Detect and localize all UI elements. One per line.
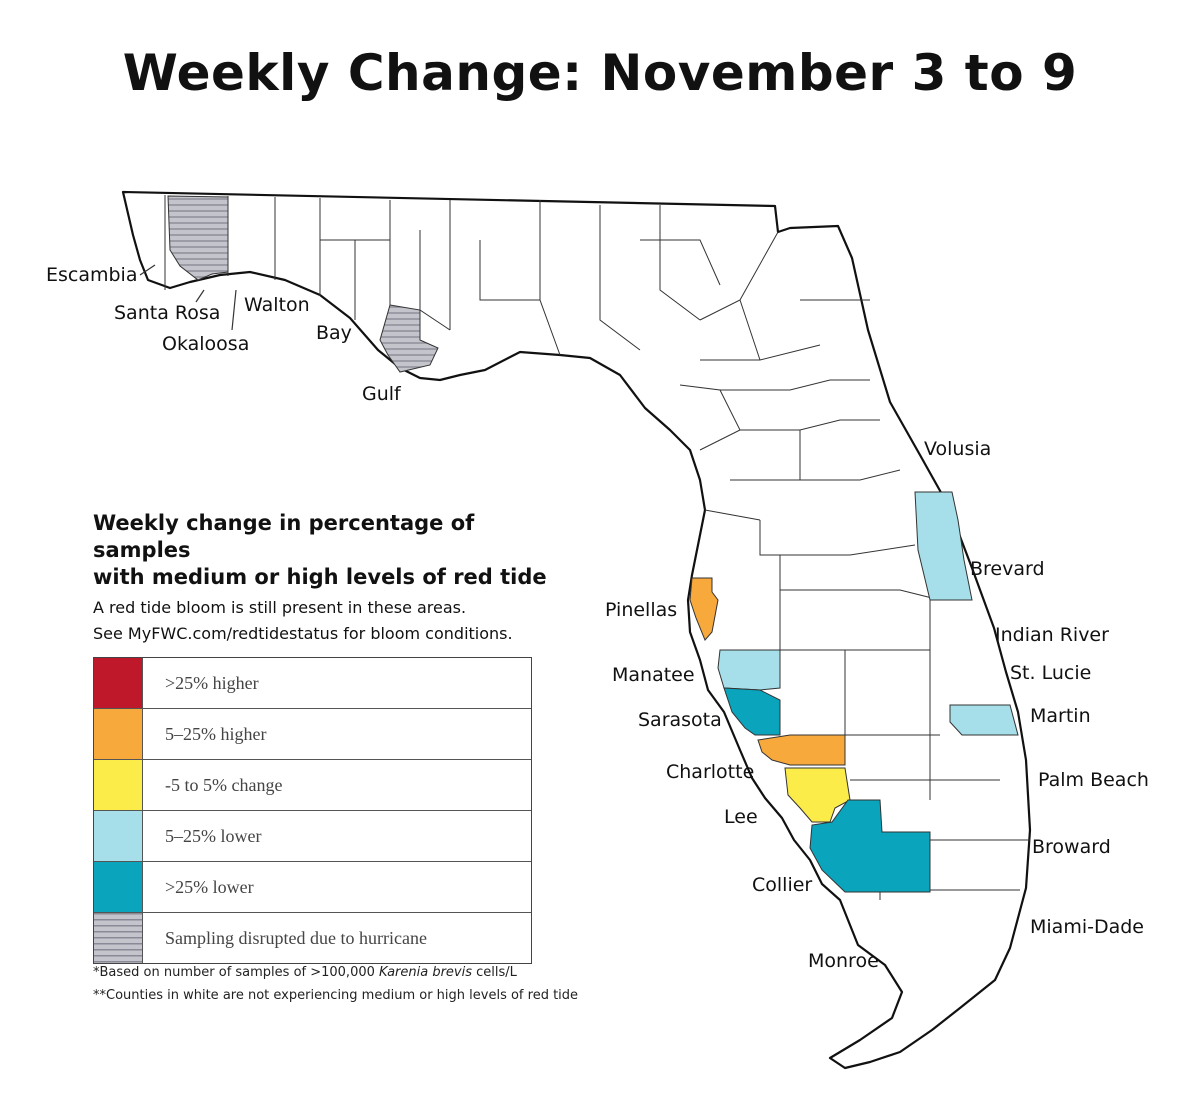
county-label-st-lucie: St. Lucie	[1010, 662, 1092, 684]
county-label-charlotte: Charlotte	[666, 761, 755, 783]
county-label-collier: Collier	[752, 874, 813, 896]
county-label-broward: Broward	[1032, 836, 1111, 858]
county-label-pinellas: Pinellas	[605, 599, 678, 621]
sarasota-county-area	[723, 687, 781, 736]
legend-swatch-striped	[94, 913, 143, 963]
footnote-2: **Counties in white are not experiencing…	[93, 988, 579, 1003]
legend-label: 5–25% lower	[165, 826, 262, 846]
county-label-escambia: Escambia	[46, 264, 138, 286]
legend-label: >25% lower	[165, 877, 254, 897]
county-label-manatee: Manatee	[612, 664, 695, 686]
charlotte-county-area	[757, 734, 846, 766]
legend-row: 5–25% higher	[94, 709, 531, 760]
okaloosa-county-area	[167, 195, 229, 281]
legend-swatch-light-blue	[94, 811, 143, 861]
legend: Weekly change in percentage of samples w…	[93, 510, 573, 964]
brevard-county-area	[914, 491, 973, 601]
martin-county-area	[949, 704, 1019, 736]
county-label-okaloosa: Okaloosa	[162, 333, 250, 355]
legend-table: >25% higher 5–25% higher -5 to 5% change…	[93, 657, 532, 964]
gulf-county-area	[379, 304, 439, 373]
collier-county-area	[809, 799, 931, 893]
legend-label: >25% higher	[165, 673, 259, 693]
legend-subtitle-line1: A red tide bloom is still present in the…	[93, 598, 467, 617]
legend-swatch-yellow	[94, 760, 143, 810]
county-label-palm-beach: Palm Beach	[1038, 769, 1149, 791]
legend-row: >25% higher	[94, 658, 531, 709]
legend-swatch-teal	[94, 862, 143, 912]
pinellas-county-area	[689, 577, 719, 641]
county-label-lee: Lee	[724, 806, 758, 828]
legend-label: 5–25% higher	[165, 724, 267, 744]
county-label-monroe: Monroe	[808, 950, 879, 972]
legend-subtitle: A red tide bloom is still present in the…	[93, 595, 573, 647]
county-label-volusia: Volusia	[924, 438, 992, 460]
footnote-1-suffix: cells/L	[472, 965, 517, 980]
legend-row: -5 to 5% change	[94, 760, 531, 811]
county-label-miami-dade: Miami-Dade	[1030, 916, 1144, 938]
map-title: Weekly Change: November 3 to 9	[122, 44, 1078, 102]
legend-heading-line1: Weekly change in percentage of samples	[93, 511, 475, 562]
legend-row: 5–25% lower	[94, 811, 531, 862]
legend-row: Sampling disrupted due to hurricane	[94, 913, 531, 963]
footnote-1-prefix: *Based on number of samples of >100,000	[93, 965, 380, 980]
footnote-1-species: Karenia brevis	[379, 965, 473, 980]
county-label-walton: Walton	[244, 294, 310, 316]
footnote-1: *Based on number of samples of >100,000 …	[93, 965, 517, 980]
county-label-martin: Martin	[1030, 705, 1091, 727]
legend-label: -5 to 5% change	[165, 775, 283, 795]
county-label-bay: Bay	[316, 322, 352, 344]
county-label-sarasota: Sarasota	[638, 709, 722, 731]
county-label-gulf: Gulf	[362, 383, 401, 405]
legend-heading-line2: with medium or high levels of red tide	[93, 565, 547, 589]
legend-swatch-red	[94, 658, 143, 708]
county-label-indian-river: Indian River	[995, 624, 1109, 646]
legend-subtitle-line2: See MyFWC.com/redtidestatus for bloom co…	[93, 624, 513, 643]
label-leader-lines	[139, 264, 237, 331]
county-label-santa-rosa: Santa Rosa	[114, 302, 221, 324]
county-label-brevard: Brevard	[970, 558, 1045, 580]
manatee-county-area	[717, 649, 781, 691]
legend-label: Sampling disrupted due to hurricane	[165, 928, 427, 948]
legend-swatch-orange	[94, 709, 143, 759]
legend-row: >25% lower	[94, 862, 531, 913]
